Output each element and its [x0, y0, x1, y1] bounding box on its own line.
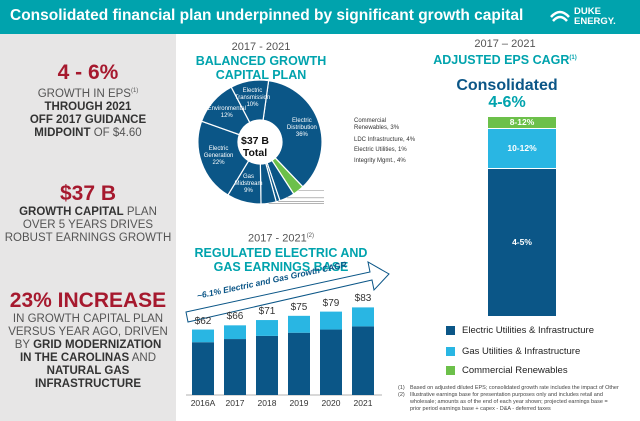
bar-gas-2017 — [224, 325, 246, 340]
stat-eps-growth: 4 - 6% GROWTH IN EPS(1) THROUGH 2021 OFF… — [0, 61, 176, 140]
footnote-2-line1: Illustrative earnings base for presentat… — [410, 392, 603, 398]
footnote-2-line3: prior period earnings base + capex - D&A… — [410, 406, 551, 412]
bar-x-tick-label: 2018 — [257, 398, 277, 408]
bar-gas-2016a — [192, 329, 214, 343]
logo-line2: ENERGY. — [574, 15, 616, 27]
legend-electric: Electric Utilities & Infrastructure — [462, 325, 594, 336]
left-summary-panel: 4 - 6% GROWTH IN EPS(1) THROUGH 2021 OFF… — [0, 34, 176, 421]
eps-segment-commercial-renewables — [488, 117, 556, 128]
legend-gas: Gas Utilities & Infrastructure — [462, 346, 581, 357]
growth-cagr-arrow — [185, 261, 390, 323]
logo-icon — [550, 10, 570, 22]
donut-label-electric-generation: Electric Generation 22% — [203, 146, 234, 167]
donut-label-electric-transmission: Electric Transmission 10% — [234, 88, 271, 109]
bar-x-tick-label: 2019 — [289, 398, 309, 408]
stat-capital-value: $37 B — [59, 182, 117, 205]
eps-segment-label: 8-12% — [509, 117, 535, 127]
footnotes: (1) Based on adjusted diluted EPS; consol… — [398, 385, 638, 413]
pie-title: 2017 - 2021 BALANCED GROWTH CAPITAL PLAN — [195, 41, 327, 82]
bar-electric-2019 — [288, 332, 310, 395]
bar-x-tick-label: 2021 — [353, 398, 373, 408]
bar-total-label: $83 — [354, 293, 372, 305]
donut-label-ldc-infrastructure: LDC Infrastructure, 4% — [354, 137, 416, 143]
stat-eps-line2: THROUGH 2021 — [44, 100, 132, 113]
donut-label-integrity-mgmt-: Integrity Mgmt., 4% — [354, 158, 406, 164]
donut-center-label: $37 B Total — [240, 135, 270, 159]
bar-electric-2018 — [256, 335, 278, 395]
legend-swatch-electric — [446, 326, 455, 335]
duke-energy-logo: DUKE ENERGY. — [548, 5, 634, 29]
earnings-base-bar-chart — [186, 307, 382, 396]
bar-total-label: $75 — [290, 301, 308, 313]
bar-total-label: $62 — [194, 315, 212, 327]
donut-hole — [238, 120, 282, 164]
earnings-base-title: 2017 - 2021(2) REGULATED ELECTRIC AND GA… — [194, 232, 368, 274]
stat-eps-line3: OFF 2017 GUIDANCE — [29, 113, 147, 126]
donut-label-electric-utilities: Electric Utilities, 1% — [354, 147, 407, 153]
bar-electric-2020 — [320, 329, 342, 395]
bar-electric-2016a — [192, 342, 214, 395]
stat-increase-value: 23% INCREASE — [9, 289, 167, 312]
bar-x-tick-label: 2016A — [190, 398, 216, 408]
capital-plan-donut-chart — [197, 79, 324, 205]
donut-label-commercial-renewables: Commercial Renewables, 3% — [354, 118, 400, 131]
legend-swatch-gas — [446, 347, 455, 356]
bar-electric-2021 — [352, 326, 374, 395]
eps-segment-electric-utilities-infrastructure — [488, 169, 556, 316]
bar-x-tick-label: 2017 — [225, 398, 245, 408]
bar-total-label: $79 — [322, 297, 340, 309]
legend-swatch-renewables — [446, 366, 455, 375]
footnote-1: Based on adjusted diluted EPS; consolida… — [410, 385, 619, 391]
stat-capital-increase: 23% INCREASE IN GROWTH CAPITAL PLAN VERS… — [0, 289, 176, 391]
stat-growth-capital: $37 B GROWTH CAPITAL PLAN OVER 5 YEARS D… — [0, 182, 176, 245]
footnote-2-line2: wholesale; amounts as of the end of each… — [410, 399, 608, 405]
eps-segment-gas-utilities-infrastructure — [488, 129, 556, 168]
bar-gas-2018 — [256, 320, 278, 336]
donut-label-environmental: Environmental 12% — [207, 106, 246, 120]
bar-x-tick-label: 2020 — [321, 398, 341, 408]
legend-renewables: Commercial Renewables — [462, 365, 568, 376]
header-bar: Consolidated financial plan underpinned … — [0, 0, 640, 34]
bar-gas-2021 — [352, 307, 374, 327]
eps-segment-label: 4-5% — [512, 237, 532, 247]
bar-total-label: $66 — [226, 311, 244, 323]
bar-total-label: $71 — [258, 306, 276, 318]
logo-line1: DUKE — [574, 6, 601, 17]
consolidated-eps: Consolidated 4-6% — [456, 77, 558, 111]
bar-electric-2017 — [224, 339, 246, 395]
bar-gas-2019 — [288, 315, 310, 333]
stat-eps-line1: GROWTH IN EPS — [37, 87, 131, 100]
eps-segment-label: 10-12% — [507, 143, 537, 153]
bar-gas-2020 — [320, 311, 342, 330]
eps-cagr-title: 2017 – 2021 ADJUSTED EPS CAGR(1) — [433, 38, 577, 68]
stat-eps-value: 4 - 6% — [57, 61, 119, 84]
donut-label-electric-distribution: Electric Distribution 36% — [286, 118, 317, 139]
page-title: Consolidated financial plan underpinned … — [10, 7, 524, 24]
donut-label-gas-midstream: Gas Midstream 9% — [234, 173, 263, 194]
